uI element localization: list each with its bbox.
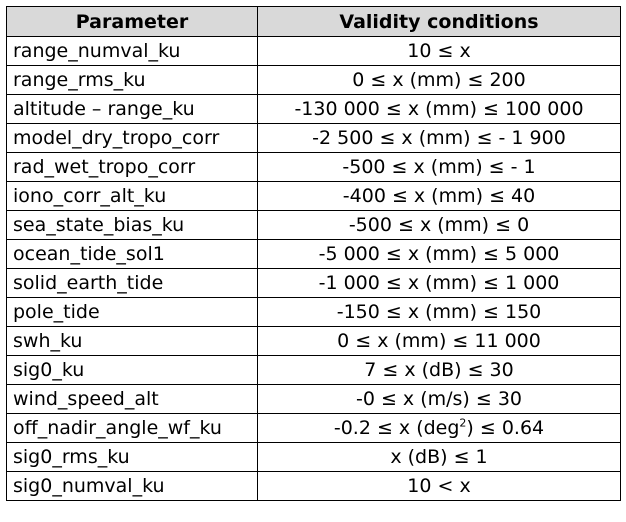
parameter-cell: sig0_ku: [6, 355, 258, 385]
validity-table-container: Parameter Validity conditions range_numv…: [6, 6, 621, 501]
parameter-cell: rad_wet_tropo_corr: [6, 152, 258, 182]
parameter-cell: pole_tide: [6, 297, 258, 327]
condition-cell: 0 ≤ x (mm) ≤ 200: [257, 65, 621, 95]
condition-cell: -0.2 ≤ x (deg2) ≤ 0.64: [257, 413, 621, 443]
condition-cell: -0 ≤ x (m/s) ≤ 30: [257, 384, 621, 414]
parameter-cell: sig0_numval_ku: [6, 471, 258, 501]
parameter-cell: swh_ku: [6, 326, 258, 356]
condition-superscript: 2: [459, 416, 467, 430]
table-row: pole_tide -150 ≤ x (mm) ≤ 150: [6, 297, 621, 327]
table-row: sig0_numval_ku 10 < x: [6, 471, 621, 501]
parameter-cell: iono_corr_alt_ku: [6, 181, 258, 211]
table-header-row: Parameter Validity conditions: [6, 6, 621, 37]
parameter-cell: range_rms_ku: [6, 65, 258, 95]
parameter-cell: off_nadir_angle_wf_ku: [6, 413, 258, 443]
condition-cell: -500 ≤ x (mm) ≤ 0: [257, 210, 621, 240]
condition-cell: -400 ≤ x (mm) ≤ 40: [257, 181, 621, 211]
table-row: wind_speed_alt -0 ≤ x (m/s) ≤ 30: [6, 384, 621, 414]
condition-cell: x (dB) ≤ 1: [257, 442, 621, 472]
table-row: model_dry_tropo_corr -2 500 ≤ x (mm) ≤ -…: [6, 123, 621, 153]
condition-text-after-superscript: ) ≤ 0.64: [466, 417, 545, 439]
condition-cell: -130 000 ≤ x (mm) ≤ 100 000: [257, 94, 621, 124]
parameter-cell: sig0_rms_ku: [6, 442, 258, 472]
table-row: off_nadir_angle_wf_ku -0.2 ≤ x (deg2) ≤ …: [6, 413, 621, 443]
table-row: solid_earth_tide -1 000 ≤ x (mm) ≤ 1 000: [6, 268, 621, 298]
parameter-cell: model_dry_tropo_corr: [6, 123, 258, 153]
table-row: rad_wet_tropo_corr -500 ≤ x (mm) ≤ - 1: [6, 152, 621, 182]
condition-cell: -5 000 ≤ x (mm) ≤ 5 000: [257, 239, 621, 269]
table-row: sig0_ku 7 ≤ x (dB) ≤ 30: [6, 355, 621, 385]
parameter-cell: wind_speed_alt: [6, 384, 258, 414]
table-row: ocean_tide_sol1 -5 000 ≤ x (mm) ≤ 5 000: [6, 239, 621, 269]
condition-cell: -1 000 ≤ x (mm) ≤ 1 000: [257, 268, 621, 298]
condition-cell: 10 < x: [257, 471, 621, 501]
table-row: range_numval_ku 10 ≤ x: [6, 36, 621, 66]
parameter-cell: solid_earth_tide: [6, 268, 258, 298]
condition-cell: 0 ≤ x (mm) ≤ 11 000: [257, 326, 621, 356]
table-row: sig0_rms_ku x (dB) ≤ 1: [6, 442, 621, 472]
parameter-cell: sea_state_bias_ku: [6, 210, 258, 240]
condition-cell: -2 500 ≤ x (mm) ≤ - 1 900: [257, 123, 621, 153]
parameter-cell: altitude – range_ku: [6, 94, 258, 124]
table-row: iono_corr_alt_ku -400 ≤ x (mm) ≤ 40: [6, 181, 621, 211]
table-row: sea_state_bias_ku -500 ≤ x (mm) ≤ 0: [6, 210, 621, 240]
column-header-parameter: Parameter: [6, 6, 258, 37]
condition-cell: -500 ≤ x (mm) ≤ - 1: [257, 152, 621, 182]
parameter-cell: ocean_tide_sol1: [6, 239, 258, 269]
table-row: altitude – range_ku -130 000 ≤ x (mm) ≤ …: [6, 94, 621, 124]
table-row: range_rms_ku 0 ≤ x (mm) ≤ 200: [6, 65, 621, 95]
condition-text-before-superscript: -0.2 ≤ x (deg: [333, 417, 460, 439]
validity-conditions-table: Parameter Validity conditions range_numv…: [6, 6, 621, 501]
condition-cell: 10 ≤ x: [257, 36, 621, 66]
column-header-validity-conditions: Validity conditions: [257, 6, 621, 37]
condition-cell: -150 ≤ x (mm) ≤ 150: [257, 297, 621, 327]
condition-cell: 7 ≤ x (dB) ≤ 30: [257, 355, 621, 385]
table-row: swh_ku 0 ≤ x (mm) ≤ 11 000: [6, 326, 621, 356]
parameter-cell: range_numval_ku: [6, 36, 258, 66]
